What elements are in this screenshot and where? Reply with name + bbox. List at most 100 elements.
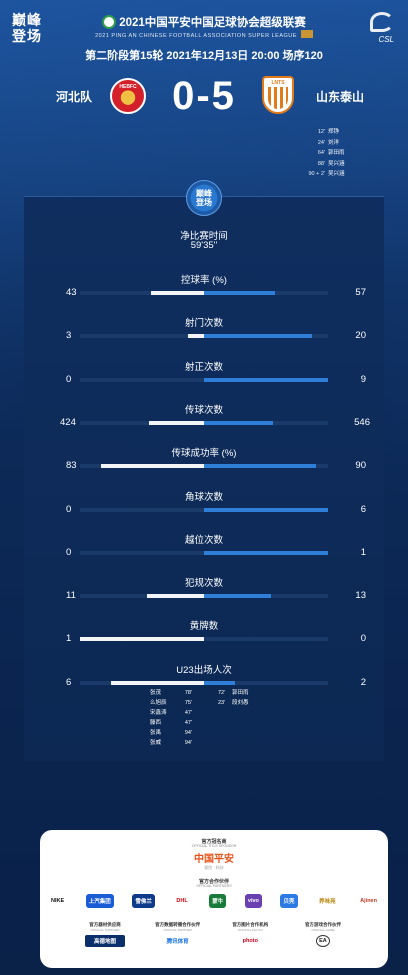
stat-home-value: 424: [60, 416, 76, 428]
stat-bar-track: [80, 291, 328, 295]
stat-away-value: 9: [360, 373, 366, 385]
stat-bar-track: [80, 680, 328, 685]
stat-label: 角球次数: [184, 491, 223, 503]
goal-row: 90 + 2' 吴兴涵: [308, 171, 345, 177]
stat-home-value: 43: [66, 287, 77, 298]
stat-bar-track: [80, 550, 328, 555]
stat-bar-away: [204, 507, 328, 512]
away-team-name: 山东泰山: [315, 90, 364, 104]
away-u23-list: 72' 郭田雨 23' 段刘愚: [218, 688, 278, 708]
goal-row: 12' 郑铮: [317, 129, 340, 135]
stat-home-value: 6: [66, 676, 72, 688]
stat-bar-away: [204, 334, 312, 339]
stat-label: 越位次数: [184, 534, 223, 546]
stat-away-value: 1: [360, 546, 366, 558]
league-subtitle: 2021 PING AN CHINESE FOOTBALL ASSOCIATIO…: [0, 30, 408, 39]
supplier-list: 官方器材供应商 OFFICIAL SUPPLIER 高德地图 官方数据转播合作伙…: [70, 922, 358, 947]
stat-home-value: 1: [66, 633, 72, 645]
pingan-logo: 中国平安 保险 · 科技: [194, 854, 234, 870]
stat-bar-away: [204, 420, 274, 425]
csl-swirl-icon: [370, 12, 394, 32]
supplier-item: 官方游戏合作伙伴 OFFICIAL GAME EA: [288, 922, 358, 947]
u23-row: 72' 郭田雨: [218, 690, 249, 696]
u23-row: 么旭辰 75': [150, 700, 192, 706]
stat-bar-track: [80, 464, 328, 469]
match-score: 0-5: [172, 74, 236, 118]
stat-bar-home: [149, 420, 204, 425]
supplier-item: 官方图片合作机构 OFFICIAL PHOTO photo: [215, 922, 285, 947]
stat-bar-home: [146, 594, 204, 599]
title-sponsor-label-en: OFFICIAL TITLE SPONSOR: [191, 844, 237, 848]
stat-away-value: 90: [355, 460, 366, 472]
partner-logo: DHL: [176, 898, 188, 904]
away-team-badge-icon: LNTS: [262, 76, 294, 114]
stat-bar-away: [204, 464, 316, 469]
u23-row: 滕西 47': [150, 720, 192, 726]
brand-logo: 巅峰 登场: [12, 12, 42, 44]
effective-time-label: 净比赛时间: [180, 231, 228, 242]
match-info: 第二阶段第15轮 2021年12月13日 20:00 场序120: [85, 50, 323, 62]
league-tag-icon: [300, 30, 313, 38]
stat-label: U23出场人次: [176, 664, 232, 676]
stat-away-value: 20: [355, 330, 366, 342]
stat-label: 黄牌数: [189, 621, 219, 633]
stat-label: 传球成功率 (%): [171, 448, 237, 460]
csl-logo: CSL: [356, 12, 394, 44]
stat-away-value: 2: [360, 676, 366, 688]
u23-row: 23' 段刘愚: [218, 700, 249, 706]
stat-home-value: 11: [66, 590, 76, 602]
stat-away-value: 6: [360, 503, 366, 515]
supplier-item: 官方数据转播合作伙伴 OFFICIAL PARTNER 腾讯体育: [143, 922, 213, 947]
stat-home-value: 0: [66, 503, 72, 515]
photo-logo: photo: [242, 938, 258, 944]
partners-label: 官方合作伙伴: [198, 879, 229, 885]
u23-row: 张禹 94': [150, 730, 192, 736]
partner-logos: NIKE 上汽集团 雪佛兰 DHL 蒙牛 vivo 贝壳 养味苑 Ajinen: [48, 894, 380, 908]
tencent-sports-logo: 腾讯体育: [166, 939, 189, 945]
goal-row: 88' 吴兴涵: [317, 160, 345, 167]
stat-bar-track: [80, 594, 328, 599]
away-goal-list: 12' 郑铮 24' 刘洋 64' 郭田雨 88' 吴兴涵 90 + 2' 吴兴涵: [294, 127, 374, 180]
sponsors-card: 官方冠名商 OFFICIAL TITLE SPONSOR 中国平安 保险 · 科…: [40, 830, 388, 968]
stat-bar-away: [204, 291, 275, 295]
partners-label-en: OFFICIAL PARTNERS: [196, 884, 232, 888]
stat-label: 射门次数: [184, 318, 223, 330]
ea-logo: EA: [315, 935, 330, 947]
stat-bar-away: [204, 550, 328, 555]
stat-label: 传球次数: [184, 404, 223, 416]
home-team-name: 河北队: [56, 90, 93, 104]
stat-bar-track: [80, 637, 328, 642]
stat-label: 控球率 (%): [181, 275, 227, 286]
u23-row: 张茂 78': [150, 690, 192, 696]
partner-logo: 雪佛兰: [132, 894, 155, 908]
stat-home-value: 3: [66, 330, 72, 342]
supplier-item: 官方器材供应商 OFFICIAL SUPPLIER 高德地图: [70, 922, 140, 947]
stat-label: 射正次数: [184, 361, 223, 373]
goal-row: 64' 郭田雨: [317, 150, 345, 156]
stat-bar-away: [204, 377, 328, 382]
partner-logo: 蒙牛: [209, 894, 227, 908]
partner-logo: 上汽集团: [85, 894, 114, 908]
partner-logo: vivo: [244, 894, 262, 908]
title-sponsor-label: 官方冠名商: [201, 839, 227, 845]
home-u23-list: 张茂 78' 么旭辰 75' 宋鑫涛 47' 滕西 47' 张禹 94' 张威 94': [150, 688, 192, 748]
u23-row: 张威 94': [150, 740, 192, 746]
goal-row: 24' 刘洋: [317, 139, 340, 146]
stat-away-value: 13: [355, 590, 366, 602]
stats-panel: [24, 196, 384, 761]
stat-bar-track: [80, 507, 328, 512]
stat-bar-away: [204, 594, 271, 599]
stat-bar-track: [80, 420, 328, 425]
stat-bar-home: [187, 334, 204, 339]
stat-home-value: 0: [66, 373, 72, 385]
stat-home-value: 0: [66, 546, 72, 558]
cfa-badge-icon: [102, 15, 117, 29]
stat-bar-track: [80, 334, 328, 339]
stat-away-value: 57: [355, 287, 366, 298]
stat-bar-home: [111, 680, 204, 685]
stat-home-value: 83: [66, 460, 77, 472]
gaode-logo: 高德地图: [85, 935, 125, 947]
emblem-icon: 巅峰 登场: [186, 180, 222, 216]
u23-row: 宋鑫涛 47': [150, 710, 192, 716]
league-title: 2021中国平安中国足球协会超级联赛: [0, 14, 408, 30]
